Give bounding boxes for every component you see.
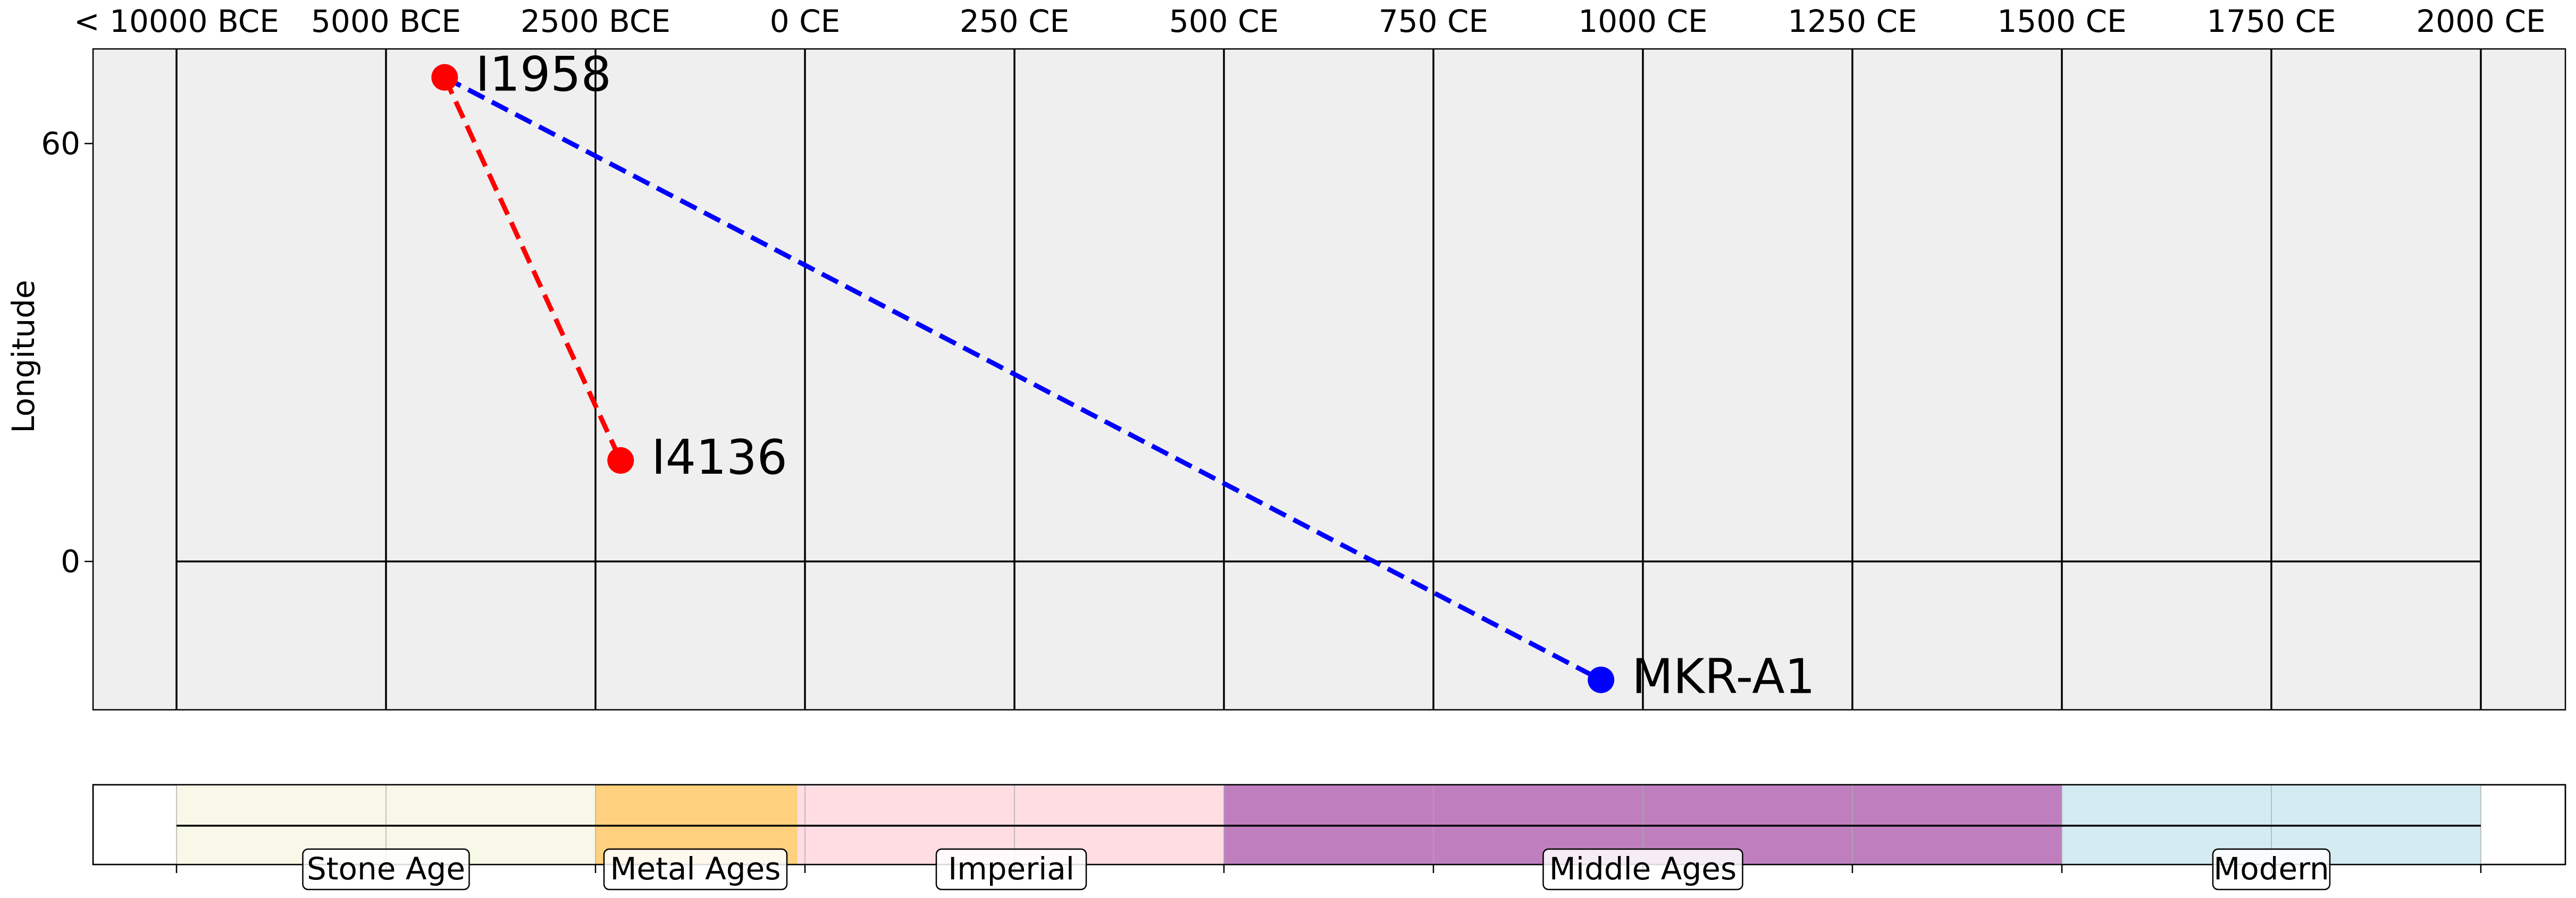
period-label: Modern bbox=[2213, 851, 2329, 887]
point-label: MKR-A1 bbox=[1632, 649, 1815, 705]
period-band-border bbox=[92, 784, 2566, 866]
data-point bbox=[431, 64, 458, 91]
point-label: I4136 bbox=[651, 430, 787, 485]
y-tick-label: 60 bbox=[41, 125, 80, 162]
period-label: Imperial bbox=[948, 851, 1075, 887]
point-label: I1958 bbox=[475, 47, 611, 103]
x-tick-label: < 10000 BCE bbox=[74, 3, 279, 39]
x-tick-label: 2500 BCE bbox=[521, 3, 670, 39]
x-tick-label: 1250 CE bbox=[1788, 3, 1917, 39]
x-tick-label: 5000 BCE bbox=[311, 3, 461, 39]
period-label: Metal Ages bbox=[610, 851, 781, 887]
data-point bbox=[607, 447, 634, 474]
period-label: Middle Ages bbox=[1549, 851, 1736, 887]
x-tick-label: 2000 CE bbox=[2416, 3, 2545, 39]
x-tick-label: 250 CE bbox=[960, 3, 1069, 39]
x-tick-label: 1000 CE bbox=[1578, 3, 1707, 39]
y-tick-label: 0 bbox=[61, 543, 80, 580]
x-tick-label: 0 CE bbox=[770, 3, 840, 39]
y-axis-label: Longitude bbox=[5, 280, 41, 433]
x-tick-label: 750 CE bbox=[1379, 3, 1488, 39]
period-label-box bbox=[1542, 848, 1743, 891]
period-label-box bbox=[603, 848, 788, 891]
x-tick-label: 1500 CE bbox=[1997, 3, 2126, 39]
link-line bbox=[443, 75, 1602, 682]
plot-area bbox=[92, 48, 2566, 711]
x-tick-label: 1750 CE bbox=[2206, 3, 2336, 39]
x-tick-label: 500 CE bbox=[1169, 3, 1279, 39]
period-label-box bbox=[2212, 848, 2331, 891]
period-label-box bbox=[935, 848, 1087, 891]
link-line bbox=[442, 76, 623, 461]
period-label: Stone Age bbox=[307, 851, 465, 887]
period-label-box bbox=[302, 848, 470, 891]
data-point bbox=[1588, 666, 1615, 693]
